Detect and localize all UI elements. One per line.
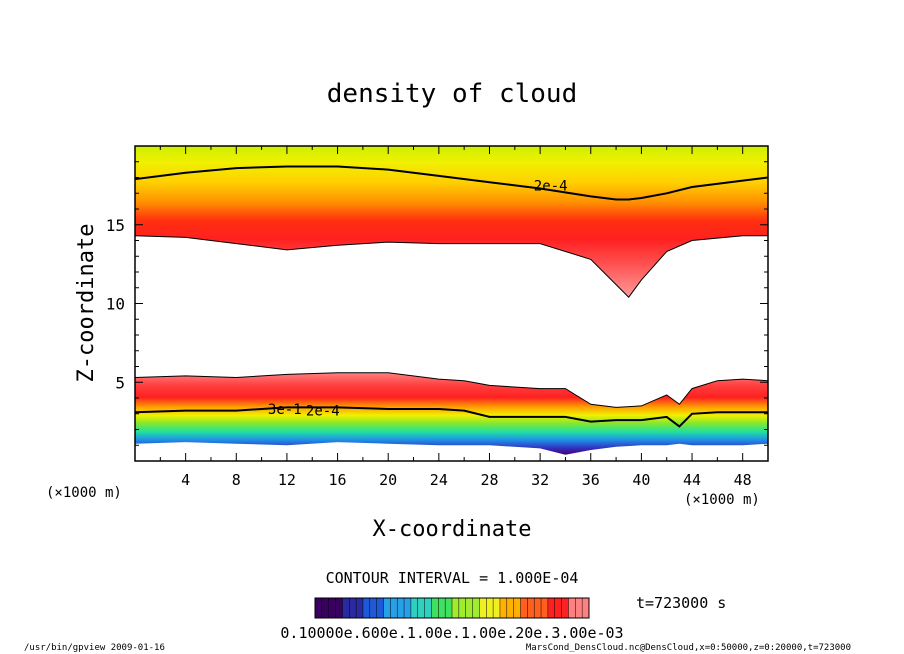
colorbar-segment: [315, 598, 323, 618]
colorbar-segment: [431, 598, 439, 618]
x-tick-label-32: 32: [531, 471, 549, 489]
colorbar-segment: [417, 598, 426, 618]
colorbar: [314, 598, 590, 618]
colorbar-segment: [582, 598, 590, 618]
contour-line-lower: [135, 406, 768, 428]
colorbar-segment: [356, 598, 364, 618]
contour-line-upper-edge: [135, 235, 768, 298]
x-tick-label-44: 44: [683, 471, 701, 489]
y-tick-label-5: 5: [115, 373, 125, 392]
colorbar-segment: [335, 598, 343, 618]
colorbar-segment: [349, 598, 357, 618]
chart-title: density of cloud: [327, 79, 577, 109]
contour-label-1: 2e-4: [306, 404, 340, 420]
time-label: t=723000 s: [636, 594, 726, 612]
x-tick-label-20: 20: [379, 471, 397, 489]
colorbar-frame: [314, 597, 590, 619]
contour-label-2: 3e-1: [268, 402, 302, 418]
colorbar-segment: [499, 598, 508, 618]
contour-label-0: 2e-4: [534, 178, 568, 194]
colorbar-segment: [534, 598, 542, 618]
colorbar-segment: [465, 598, 474, 618]
lower-cloud-fill: [135, 372, 768, 455]
colorbar-segment: [369, 598, 378, 618]
contour-interval-text: CONTOUR INTERVAL = 1.000E-04: [326, 569, 579, 587]
x-tick-label-16: 16: [329, 471, 347, 489]
footer-left: /usr/bin/gpview 2009-01-16: [24, 643, 165, 653]
x-tick-label-48: 48: [734, 471, 752, 489]
x-tick-label-36: 36: [582, 471, 600, 489]
x-tick-label-24: 24: [430, 471, 448, 489]
colorbar-segment: [362, 598, 371, 618]
colorbar-segment: [561, 598, 569, 618]
colorbar-segment: [390, 598, 398, 618]
colorbar-segment: [486, 598, 494, 618]
y-tick-label-15: 15: [106, 216, 125, 235]
x-tick-label-4: 4: [181, 471, 190, 489]
colorbar-segment: [458, 598, 467, 618]
contour-line-lower-edge: [135, 372, 768, 408]
colorbar-segment: [404, 598, 412, 618]
colorbar-segment: [397, 598, 405, 618]
colorbar-segment: [452, 598, 460, 618]
y-axis-ticks: 5 10 15: [106, 161, 768, 446]
x-tick-label-12: 12: [278, 471, 296, 489]
colorbar-segment: [554, 598, 563, 618]
colorbar-segment: [445, 598, 453, 618]
colorbar-segment: [410, 598, 419, 618]
colorbar-labels: 0.10000e.600e.1.00e.1.00e.20e.3.00e-03: [280, 624, 623, 642]
colorbar-segment: [472, 598, 480, 618]
x-tick-label-28: 28: [480, 471, 498, 489]
colorbar-segment: [520, 598, 528, 618]
x-tick-label-8: 8: [232, 471, 241, 489]
colorbar-segment: [513, 598, 521, 618]
x-tick-label-40: 40: [632, 471, 650, 489]
x-unit-label-left: (×1000 m): [46, 485, 122, 501]
colorbar-segment: [376, 598, 384, 618]
colorbar-segment: [493, 598, 501, 618]
x-axis-ticks: 4 8 12 16 20 24 28 32 36 40 44 48: [159, 146, 752, 489]
contour-labels: 2e-42e-43e-1: [268, 178, 568, 419]
footer-right: MarsCond_DensCloud.nc@DensCloud,x=0:5000…: [526, 643, 851, 653]
x-axis-label: X-coordinate: [373, 517, 532, 542]
y-axis-label: Z-coordinate: [74, 224, 99, 383]
colorbar-segment: [527, 598, 535, 618]
upper-cloud-fill: [135, 146, 768, 298]
plot-area: 2e-42e-43e-1: [135, 146, 768, 461]
colorbar-segment: [547, 598, 556, 618]
colorbar-segment: [328, 598, 337, 618]
colorbar-segment: [568, 598, 576, 618]
colorbar-segment: [424, 598, 432, 618]
x-unit-label-right: (×1000 m): [684, 492, 760, 508]
contour-line-upper: [135, 165, 768, 201]
colorbar-segment: [383, 598, 391, 618]
colorbar-segment: [321, 598, 330, 618]
colorbar-segment: [479, 598, 487, 618]
colorbar-segment: [575, 598, 583, 618]
y-tick-label-10: 10: [106, 295, 125, 314]
colorbar-segment: [342, 598, 350, 618]
colorbar-segment: [506, 598, 515, 618]
colorbar-segment: [438, 598, 446, 618]
colorbar-segment: [541, 598, 549, 618]
